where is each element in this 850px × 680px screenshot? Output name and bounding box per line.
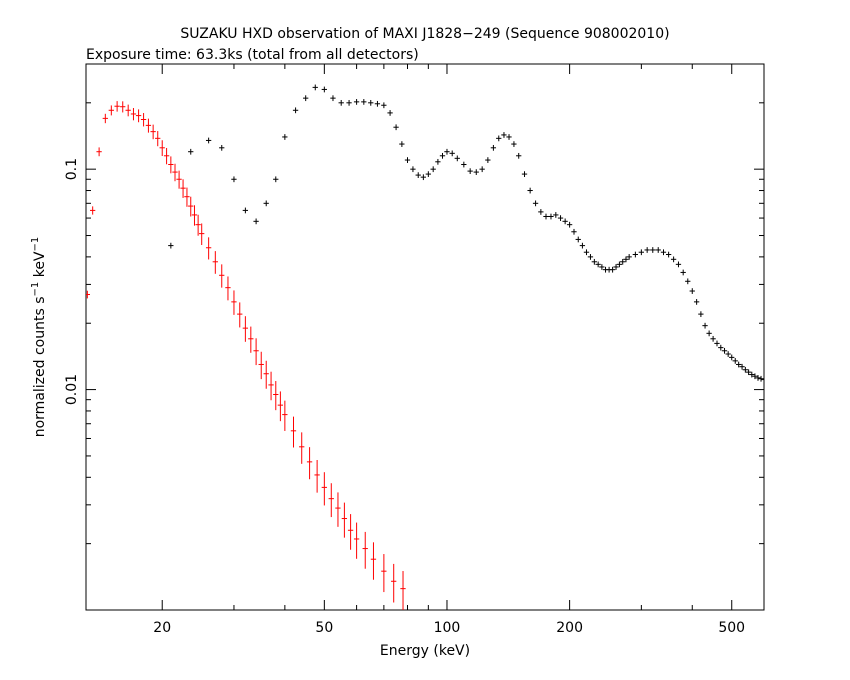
y-axis-label: normalized counts s−1 keV−1 [30,237,48,438]
plot-frame [85,63,765,611]
series-1 [168,84,765,383]
y-tick-label: 0.01 [64,374,80,405]
x-tick-label: 500 [718,620,745,636]
x-tick-label: 20 [153,620,171,636]
y-axis-ticks [86,63,764,611]
y-axis-tick-labels: 0.01 0.1 [64,158,80,405]
x-tick-label: 200 [556,620,583,636]
y-axis-label-main: normalized counts s [32,296,48,437]
series-layer [86,84,765,610]
y-axis-label-sup-2: −1 [30,237,41,252]
x-tick-label: 100 [434,620,461,636]
x-axis-label: Energy (keV) [380,643,470,659]
x-axis-ticks [161,64,765,610]
y-axis-label-sup-1: −1 [30,282,41,297]
series-0 [86,101,406,610]
x-axis-tick-labels: 20 50 100 200 500 [153,620,745,636]
chart-title: SUZAKU HXD observation of MAXI J1828−249… [180,26,669,42]
x-tick-label: 50 [315,620,333,636]
y-axis-label-mid: keV [32,251,48,282]
chart-subtitle: Exposure time: 63.3ks (total from all de… [86,47,419,63]
y-tick-label: 0.1 [64,158,80,180]
